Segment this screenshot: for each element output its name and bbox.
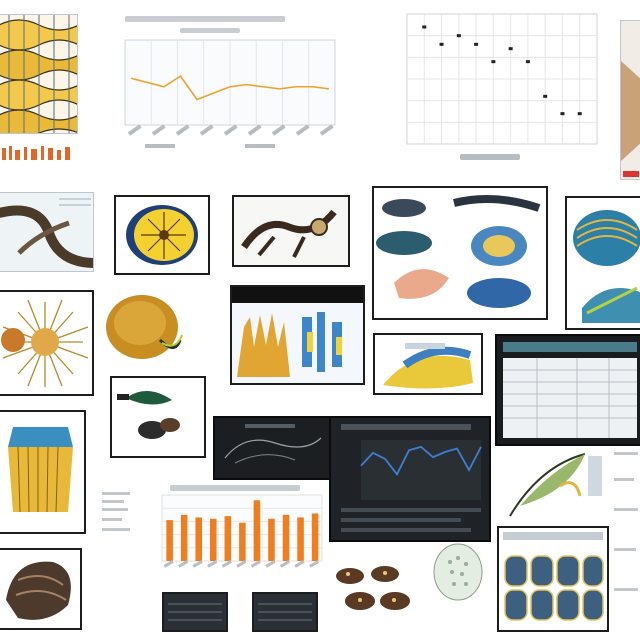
- scatter-chart-panel[interactable]: [385, 8, 605, 163]
- bar: [311, 513, 319, 561]
- marine-specimens-collage[interactable]: [372, 186, 548, 320]
- leaf-pod-icons-panel[interactable]: [110, 376, 206, 458]
- bar: [195, 517, 202, 561]
- dark-table-panel[interactable]: [495, 334, 640, 446]
- bar: [166, 520, 173, 561]
- chart-subtitle-placeholder: [180, 28, 240, 33]
- series-line: [130, 75, 330, 101]
- blue-yellow-lobe-panel[interactable]: [373, 333, 483, 395]
- x-tick-label: [221, 560, 232, 568]
- brown-shell-specimen[interactable]: [0, 548, 82, 630]
- right-edge-thumbnail[interactable]: [620, 20, 640, 180]
- scatter-point: [577, 112, 582, 116]
- x-tick-label: [294, 560, 305, 568]
- scatter-point: [439, 42, 444, 46]
- branching-fossil-figure[interactable]: [0, 192, 94, 272]
- chart-title-placeholder: [125, 16, 285, 22]
- bar: [297, 517, 304, 561]
- line-chart: [124, 16, 336, 148]
- yellow-seed-cross-section[interactable]: [114, 195, 210, 275]
- scatter-point: [456, 34, 461, 38]
- bar-chart-panel[interactable]: [140, 483, 325, 573]
- x-tick-label: [127, 124, 142, 136]
- hands-sculpture-panel[interactable]: [230, 285, 365, 385]
- x-tick-label: [265, 560, 276, 568]
- feather-leaf-illustration[interactable]: [500, 446, 610, 524]
- spotted-pods-illustration[interactable]: [330, 556, 420, 626]
- bar-chart-title-placeholder: [170, 485, 300, 491]
- bar: [180, 514, 188, 561]
- x-tick-label: [271, 124, 286, 136]
- small-table-right[interactable]: [252, 592, 318, 632]
- spiky-sun-organism[interactable]: [0, 290, 94, 396]
- scatter-point: [491, 60, 496, 64]
- scatter-point: [422, 25, 427, 29]
- bar: [239, 522, 246, 561]
- scatter-chart: [406, 13, 598, 160]
- orange-label-strip: [0, 142, 80, 164]
- x-tick-label: [145, 144, 175, 148]
- x-tick-label: [207, 560, 218, 568]
- dark-line-chart: [331, 418, 489, 540]
- bar: [210, 518, 217, 561]
- golden-pod-specimen[interactable]: [100, 285, 190, 370]
- x-tick-label: [199, 124, 214, 136]
- x-tick-label: [247, 124, 262, 136]
- x-tick-label: [308, 560, 320, 568]
- blue-striped-shell-panel[interactable]: [565, 196, 640, 330]
- bar: [282, 514, 290, 561]
- scatter-point: [543, 94, 548, 98]
- scatter-point: [474, 42, 479, 46]
- x-tick-label: [192, 560, 203, 568]
- text-snippet-right: [612, 448, 640, 628]
- woven-lattice-illustration[interactable]: [0, 14, 78, 134]
- bar: [253, 500, 261, 561]
- x-tick-label: [163, 560, 174, 568]
- x-tick-label: [151, 124, 166, 136]
- x-tick-label: [178, 560, 189, 568]
- x-tick-label: [223, 124, 238, 136]
- bar: [224, 516, 232, 561]
- x-tick-label: [236, 560, 247, 568]
- mottled-tiles-panel[interactable]: [497, 526, 609, 632]
- x-tick-label: [245, 144, 275, 148]
- plot-area: [361, 440, 481, 500]
- dark-chart-title-placeholder: [341, 424, 471, 430]
- scatter-point: [525, 60, 530, 64]
- dark-sketch-panel[interactable]: [213, 416, 333, 480]
- golden-capsule-diagram[interactable]: [0, 410, 86, 534]
- dark-line-chart-panel[interactable]: [329, 416, 491, 542]
- bar-chart: [161, 485, 323, 568]
- series-line: [360, 445, 482, 476]
- x-axis-label-placeholder: [460, 154, 520, 160]
- sea-urchin-illustration[interactable]: [424, 540, 488, 614]
- bar: [268, 518, 275, 561]
- x-tick-label: [175, 124, 190, 136]
- text-snippet-left: [100, 488, 134, 544]
- bone-sketch-panel[interactable]: [232, 195, 350, 267]
- x-tick-label: [319, 124, 334, 136]
- scatter-point: [508, 47, 513, 51]
- x-tick-label: [295, 124, 310, 136]
- line-chart-panel[interactable]: [100, 10, 345, 170]
- small-table-left[interactable]: [162, 592, 228, 632]
- x-tick-label: [279, 560, 291, 568]
- scatter-point: [560, 112, 565, 116]
- x-tick-label: [250, 560, 261, 568]
